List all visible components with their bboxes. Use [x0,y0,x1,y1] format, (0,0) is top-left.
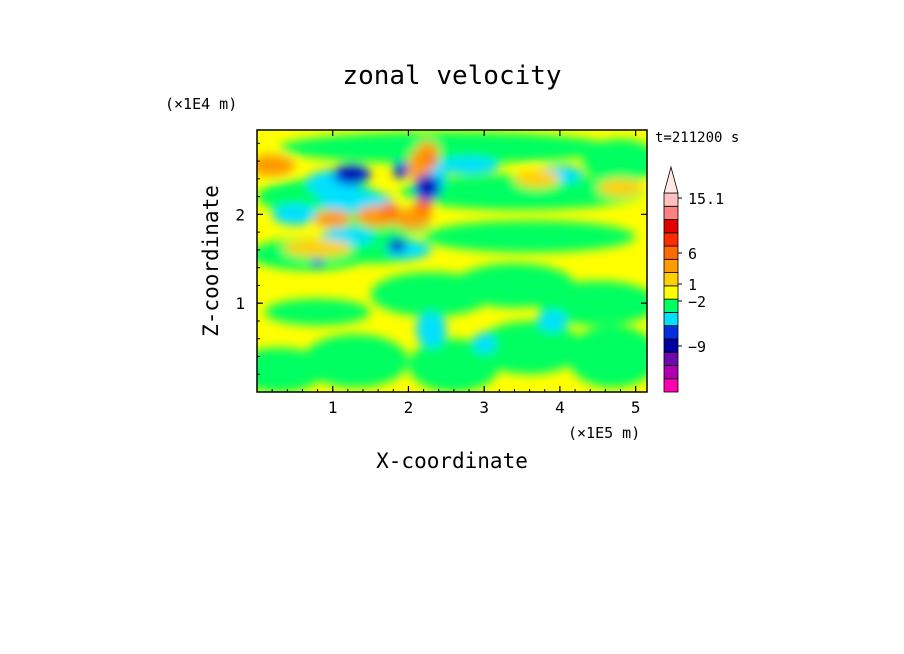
field-contour-47 [393,241,401,250]
y-axis-label: Z-coordinate [199,185,223,337]
colorbar-segment [663,365,679,380]
field-contour-35 [514,169,560,188]
time-label: t=211200 s [655,130,739,146]
colorbar-label: −2 [688,293,706,311]
x-tick-label: 4 [555,398,565,417]
field-contour-2 [408,338,500,392]
field-contour-46 [421,178,434,194]
colorbar-segment [663,338,679,353]
field-contour-5 [264,298,371,326]
colorbar [663,165,679,393]
x-axis-label: X-coordinate [376,449,528,473]
colorbar-label: 15.1 [688,190,724,208]
colorbar-label: 6 [688,245,697,263]
colorbar-segment [663,258,679,274]
field-contour-28 [257,154,295,177]
colorbar-segment [663,245,679,260]
field-contour-32 [283,239,352,258]
field-contour-24 [438,156,500,175]
plot-frame [256,129,648,393]
field-contour-17 [416,312,447,348]
field-contour-29 [313,209,352,228]
y-axis-ticks: 12 [235,142,647,375]
x-tick-label: 1 [328,398,338,417]
colorbar-extend-arrow [663,165,679,194]
field-contour-1 [302,334,409,388]
colorbar-labels: 15.1 6 1−2 −9 [678,190,724,356]
colorbar-segment [663,272,679,287]
colorbar-segment [663,378,679,393]
field-contour-15 [582,138,647,184]
colorbar-segment [663,311,679,327]
field-contour-11 [423,220,636,253]
field-contour-45 [342,168,361,181]
field-contour-36 [597,178,644,197]
x-tick-label: 2 [404,398,414,417]
chart-title: zonal velocity [342,61,561,91]
field-contour-38 [380,202,399,218]
field-contour-23 [272,203,318,226]
field-contour-14 [279,131,613,164]
field-contour-39 [425,153,438,169]
field-contour-4 [567,325,647,388]
colorbar-segment [663,298,679,313]
x-axis-ticks: 1 2 3 4 5 [271,130,641,417]
y-tick-label: 1 [235,294,245,313]
colorbar-segment [663,351,679,366]
field-contour-3 [476,320,583,375]
field-contour-18 [472,332,496,354]
colorbar-segment [663,285,679,300]
x-unit-label: (×1E5 m) [568,424,640,442]
colorbar-segment [663,232,679,247]
x-tick-label: 5 [631,398,641,417]
colorbar-segment [663,325,679,340]
colorbar-label: −9 [688,338,706,356]
field-contour-44 [311,258,324,268]
colorbar-segment [663,205,679,220]
field-contour-43 [393,161,409,179]
field-contour-13 [400,174,644,210]
y-unit-label: (×1E4 m) [165,95,237,113]
field-contour-8 [537,280,647,326]
field-contour-19 [537,310,568,332]
colorbar-segment [663,219,679,234]
y-tick-label: 2 [235,205,245,224]
colorbar-segment [663,192,679,207]
colorbar-label: 1 [688,276,697,294]
field-contour-37 [414,196,433,215]
heatmap-field [257,130,647,392]
x-tick-label: 3 [479,398,489,417]
